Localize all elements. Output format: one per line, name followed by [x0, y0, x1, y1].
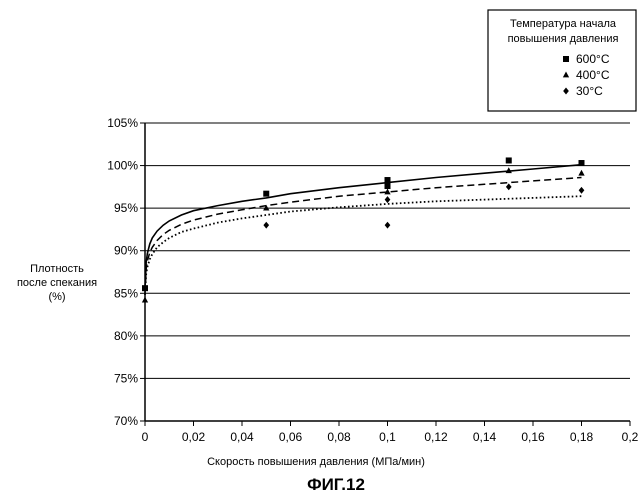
figure-caption: ФИГ.12 [307, 475, 365, 494]
trend-curves [145, 165, 582, 295]
point-square-2 [385, 177, 391, 183]
y-axis-title: Плотность после спекания (%) [17, 263, 97, 303]
axes [140, 123, 630, 426]
x-tick-label-9: 0,18 [570, 430, 594, 444]
point-diamond-0 [263, 222, 269, 229]
x-tick-label-8: 0,16 [521, 430, 545, 444]
point-square-1 [263, 191, 269, 197]
x-tick-label-2: 0,04 [230, 430, 254, 444]
y-tick-label-6: 100% [107, 159, 138, 173]
legend: Температура начала повышения давления 60… [488, 10, 636, 111]
point-triangle-4 [578, 170, 584, 176]
y-tick-label-7: 105% [107, 116, 138, 130]
point-diamond-3 [506, 183, 512, 190]
trend-curve-triangle [145, 178, 582, 294]
point-square-4 [506, 157, 512, 163]
legend-label-square: 600°C [576, 52, 610, 66]
y-axis-title-line-3: (%) [48, 291, 65, 303]
point-square-5 [579, 160, 585, 166]
y-tick-label-3: 85% [114, 286, 138, 300]
y-tick-label-5: 95% [114, 201, 138, 215]
x-tick-label-0: 0 [142, 430, 149, 444]
point-diamond-1 [385, 196, 391, 203]
y-tick-label-0: 70% [114, 414, 138, 428]
point-square-3 [385, 183, 391, 189]
legend-label-diamond: 30°C [576, 84, 603, 98]
x-tick-label-7: 0,14 [473, 430, 497, 444]
x-tick-label-5: 0,1 [379, 430, 396, 444]
x-axis-title: Скорость повышения давления (МПа/мин) [207, 456, 425, 468]
x-tick-label-6: 0,12 [424, 430, 448, 444]
x-tick-label-3: 0,06 [279, 430, 303, 444]
x-tick-label-1: 0,02 [182, 430, 206, 444]
y-tick-label-2: 80% [114, 329, 138, 343]
y-axis-title-line-1: Плотность [30, 263, 84, 275]
legend-marker-square [563, 56, 569, 62]
legend-title-line-1: Температура начала [510, 18, 617, 30]
legend-label-triangle: 400°C [576, 68, 610, 82]
grid-lines [145, 123, 630, 378]
data-points [142, 157, 585, 302]
legend-title-line-2: повышения давления [508, 33, 619, 45]
trend-curve-square [145, 165, 582, 289]
y-tick-label-4: 90% [114, 244, 138, 258]
point-diamond-4 [579, 187, 585, 194]
trend-curve-diamond [145, 196, 582, 295]
x-tick-label-4: 0,08 [327, 430, 351, 444]
x-tick-label-10: 0,2 [622, 430, 639, 444]
y-axis-title-line-2: после спекания [17, 277, 97, 289]
y-tick-label-1: 75% [114, 371, 138, 385]
point-diamond-2 [385, 222, 391, 229]
